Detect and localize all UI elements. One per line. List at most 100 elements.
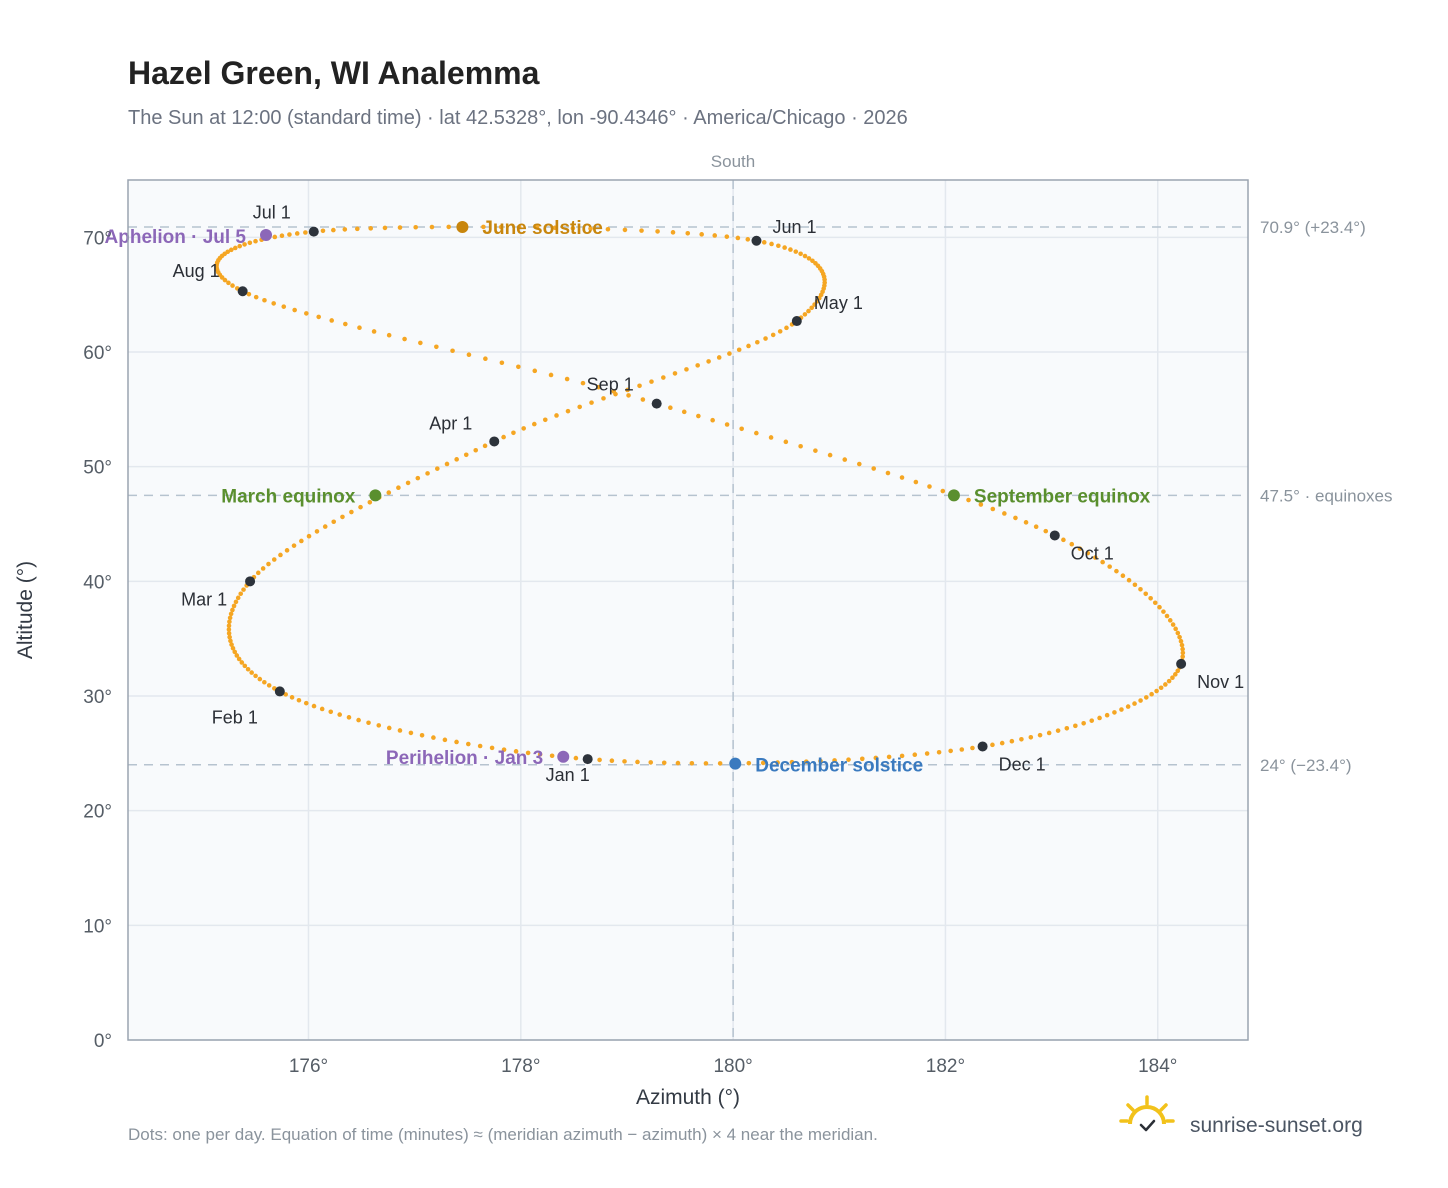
daily-dot <box>565 408 571 414</box>
daily-dot <box>661 760 667 766</box>
daily-dot <box>727 351 732 356</box>
x-axis-label: Azimuth (°) <box>636 1086 740 1109</box>
daily-dot <box>789 759 795 765</box>
daily-dot <box>802 312 808 317</box>
daily-dot <box>498 224 504 230</box>
daily-dot <box>936 749 942 755</box>
daily-dot <box>812 302 817 307</box>
daily-dot <box>242 663 248 669</box>
plot-frame <box>127 179 1249 1041</box>
chart-title: Hazel Green, WI Analemma <box>128 55 540 91</box>
daily-dot <box>249 670 254 675</box>
daily-dot <box>1100 559 1105 565</box>
daily-dot <box>712 233 718 238</box>
daily-dot <box>784 325 789 331</box>
daily-dot <box>1002 511 1007 516</box>
daily-dot <box>482 443 488 449</box>
daily-dot <box>948 748 953 754</box>
daily-dot <box>912 752 918 758</box>
daily-dot <box>349 509 354 515</box>
daily-dot <box>368 226 374 231</box>
daily-dot <box>695 363 700 368</box>
daily-dot <box>803 759 809 764</box>
month-markers: Jan 1 Feb 1 Mar 1 Apr 1 May 1 Jun 1 Jul 1 Aug 1… <box>173 203 1244 785</box>
month-marker <box>791 316 802 327</box>
daily-dot <box>927 484 932 489</box>
daily-dot <box>886 754 892 760</box>
daily-dot <box>1143 695 1149 700</box>
daily-dot <box>648 760 654 765</box>
daily-dot <box>978 502 984 507</box>
reference-line-label: 24° (−23.4°) <box>1260 756 1352 775</box>
daily-dot <box>431 735 436 740</box>
daily-dot <box>717 761 723 766</box>
daily-dot <box>238 591 244 597</box>
daily-dot <box>371 329 377 334</box>
daily-dot <box>639 228 644 233</box>
daily-dot <box>516 224 522 230</box>
daily-dot <box>885 470 891 476</box>
daily-dot <box>481 224 486 230</box>
month-marker <box>308 226 319 237</box>
month-marker <box>582 754 593 765</box>
daily-dot <box>435 466 440 471</box>
daily-dot <box>415 475 421 481</box>
plot-area <box>128 180 1248 1040</box>
daily-dot <box>806 308 811 314</box>
event-label: Perihelion · Jan 3 <box>386 748 543 769</box>
daily-dot <box>534 225 540 230</box>
footnote: Dots: one per day. Equation of time (min… <box>128 1125 878 1144</box>
y-axis-label: Altitude (°) <box>14 561 37 659</box>
x-tick-label: 178° <box>501 1056 540 1077</box>
daily-dot <box>1055 728 1061 733</box>
event-marker <box>557 750 570 763</box>
daily-dot <box>577 404 582 410</box>
daily-dot <box>746 760 752 766</box>
daily-dot <box>386 725 392 731</box>
month-label: Dec 1 <box>999 754 1046 774</box>
month-label: Mar 1 <box>181 589 227 609</box>
daily-dot <box>408 730 414 736</box>
daily-dot <box>303 230 308 235</box>
daily-dot <box>521 426 526 431</box>
daily-dot <box>626 393 631 398</box>
y-tick-label: 60° <box>83 343 112 364</box>
event-label: Aphelion · Jul 5 <box>105 227 247 248</box>
daily-dot <box>222 277 228 283</box>
daily-dot <box>775 760 780 765</box>
daily-dot <box>262 297 267 303</box>
daily-dot <box>782 245 787 250</box>
reference-lines: 70.9° (+23.4°) 47.5° · equinoxes 24° (−23.… <box>128 180 1393 1040</box>
month-marker <box>751 235 762 246</box>
daily-dot <box>924 751 930 756</box>
daily-dot <box>299 538 304 544</box>
y-tick-label: 50° <box>83 458 112 479</box>
south-label: South <box>711 152 755 171</box>
daily-dot <box>857 461 862 467</box>
daily-dot <box>542 417 548 423</box>
daily-dot <box>913 479 919 485</box>
daily-dot <box>283 692 288 697</box>
event-marker <box>729 757 742 770</box>
daily-dot <box>454 739 459 745</box>
daily-dot <box>355 226 360 232</box>
daily-dot <box>813 260 818 266</box>
daily-dot <box>294 231 300 236</box>
daily-dot <box>605 226 611 232</box>
daily-dot <box>253 673 258 679</box>
daily-dot <box>1148 595 1153 601</box>
y-tick-label: 0° <box>94 1031 112 1052</box>
daily-dot <box>358 504 363 510</box>
daily-dot <box>552 225 558 231</box>
event-marker <box>260 229 273 242</box>
daily-dot <box>246 291 252 297</box>
month-marker <box>245 576 256 587</box>
daily-dot <box>1126 577 1132 583</box>
daily-dot <box>247 240 253 246</box>
daily-dot <box>970 745 975 751</box>
daily-dot <box>376 723 382 728</box>
x-tick-label: 176° <box>289 1056 328 1077</box>
daily-dot <box>303 700 309 706</box>
axis-ticks: 176° 178° 180° 182° 184° 0° 10° 20° 30° 40° 50° 60°… <box>83 228 1177 1077</box>
